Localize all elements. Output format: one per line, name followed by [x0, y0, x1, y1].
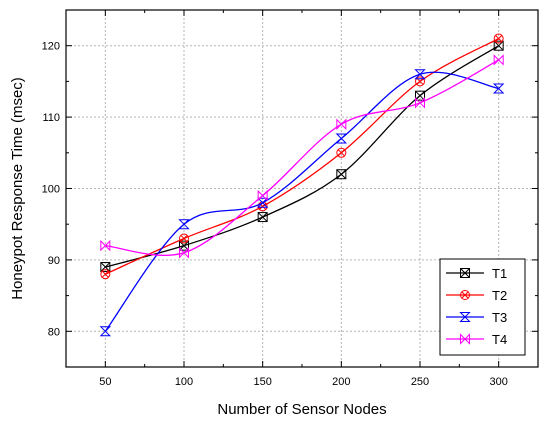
- legend: T1 T2 T3 T4: [439, 258, 526, 356]
- y-tick-label: 110: [42, 112, 60, 124]
- data-point: [257, 212, 268, 223]
- x-tick-label: 100: [175, 376, 193, 388]
- legend-label: T2: [492, 288, 507, 303]
- x-tick-label: 200: [332, 376, 350, 388]
- legend-label: T4: [492, 332, 507, 347]
- legend-marker: [459, 312, 471, 322]
- y-axis: 80 90 100 110 120: [42, 9, 538, 368]
- series-t3: [99, 69, 505, 337]
- series-t4: [100, 54, 504, 259]
- data-point: [100, 269, 111, 280]
- data-point: [336, 169, 347, 180]
- series-layer: [99, 33, 505, 337]
- legend-label: T1: [492, 266, 507, 281]
- data-point: [100, 239, 111, 252]
- data-point: [335, 133, 348, 144]
- y-tick-label: 120: [42, 41, 60, 53]
- series-t1: [100, 40, 504, 273]
- x-tick-label: 150: [253, 376, 271, 388]
- data-point: [257, 189, 268, 202]
- data-point: [100, 262, 111, 273]
- data-point: [336, 147, 347, 158]
- data-point: [415, 76, 425, 87]
- legend-label: T3: [492, 310, 507, 325]
- y-axis-title: Honeypot Response Time (msec): [9, 77, 26, 300]
- data-point: [493, 40, 504, 51]
- legend-item-t1: T1: [446, 266, 507, 281]
- x-tick-label: 300: [489, 376, 507, 388]
- x-axis-title: Number of Sensor Nodes: [217, 401, 386, 418]
- data-point: [336, 118, 347, 130]
- series-line-t2: [105, 37, 499, 275]
- data-point: [415, 97, 425, 109]
- legend-item-t2: T2: [446, 288, 507, 303]
- data-point: [414, 69, 426, 80]
- data-point: [256, 197, 269, 208]
- y-tick-label: 80: [48, 326, 60, 338]
- data-point: [415, 90, 425, 101]
- y-tick-label: 90: [48, 255, 60, 267]
- series-line-t1: [105, 45, 500, 268]
- series-line-t4: [105, 59, 499, 256]
- data-point: [493, 54, 504, 66]
- data-point: [179, 233, 189, 244]
- plot-frame: [65, 9, 539, 368]
- data-point: [493, 33, 504, 44]
- data-point: [178, 219, 190, 230]
- legend-marker: [460, 290, 470, 300]
- legend-marker: [460, 333, 470, 345]
- data-point: [99, 326, 112, 337]
- x-tick-label: 250: [411, 376, 429, 388]
- x-axis: 50 100 150 200 250 300: [65, 10, 539, 388]
- legend-marker: [460, 268, 470, 278]
- series-t2: [100, 33, 504, 280]
- data-point: [179, 247, 189, 259]
- series-line-t3: [104, 71, 499, 332]
- y-tick-label: 100: [42, 184, 60, 196]
- legend-item-t3: T3: [446, 310, 507, 325]
- legend-item-t4: T4: [446, 332, 507, 347]
- x-tick-label: 50: [99, 376, 111, 388]
- data-point: [492, 83, 505, 94]
- data-point: [179, 240, 189, 251]
